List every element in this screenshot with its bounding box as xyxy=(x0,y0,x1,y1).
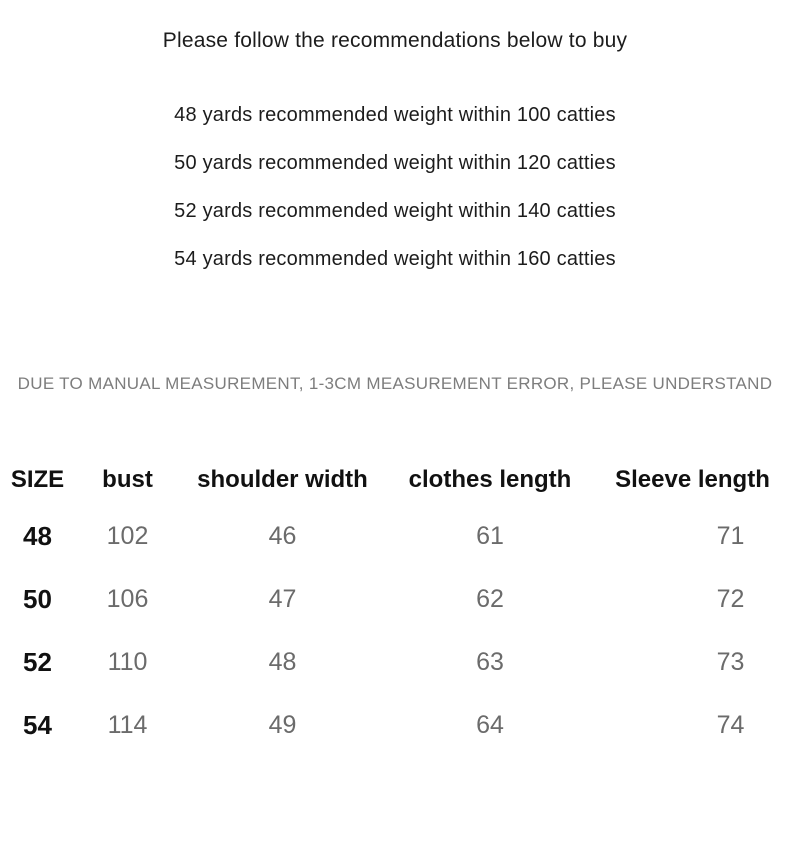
page-title: Please follow the recommendations below … xyxy=(162,29,628,52)
cell-shoulder-width: 49 xyxy=(268,711,297,739)
column-header-shoulder-width: shoulder width xyxy=(197,466,368,493)
cell-bust: 106 xyxy=(106,585,149,613)
recommendation-list: 48 yards recommended weight within 100 c… xyxy=(0,91,790,283)
cell-shoulder-width: 46 xyxy=(268,522,297,550)
column-header-sleeve-length: Sleeve length xyxy=(615,466,770,493)
measurement-disclaimer: DUE TO MANUAL MEASUREMENT, 1-3CM MEASURE… xyxy=(17,374,773,393)
column-header-size: SIZE xyxy=(10,466,65,493)
cell-size: 54 xyxy=(23,710,52,740)
cell-bust: 110 xyxy=(107,648,148,676)
cell-clothes-length: 63 xyxy=(476,648,504,676)
cell-sleeve-length: 73 xyxy=(716,648,745,676)
recommendation-line: 50 yards recommended weight within 120 c… xyxy=(174,152,616,174)
cell-clothes-length: 61 xyxy=(476,522,504,550)
recommendation-line: 48 yards recommended weight within 100 c… xyxy=(174,104,616,126)
cell-sleeve-length: 71 xyxy=(716,522,745,550)
cell-size: 52 xyxy=(23,647,52,677)
cell-size: 48 xyxy=(23,521,52,551)
cell-clothes-length: 64 xyxy=(476,711,504,739)
cell-sleeve-length: 74 xyxy=(716,711,745,739)
size-table: SIZE bust shoulder width clothes length … xyxy=(0,455,790,757)
cell-bust: 114 xyxy=(107,711,148,739)
table-row: 54 114 49 64 74 xyxy=(0,694,790,757)
recommendation-line: 54 yards recommended weight within 160 c… xyxy=(174,248,616,270)
cell-size: 50 xyxy=(23,584,52,614)
cell-bust: 102 xyxy=(106,522,149,550)
size-table-header-row: SIZE bust shoulder width clothes length … xyxy=(0,455,790,505)
table-row: 50 106 47 62 72 xyxy=(0,568,790,631)
recommendation-line: 52 yards recommended weight within 140 c… xyxy=(174,200,616,222)
table-row: 52 110 48 63 73 xyxy=(0,631,790,694)
cell-clothes-length: 62 xyxy=(476,585,504,613)
column-header-clothes-length: clothes length xyxy=(408,466,572,493)
table-row: 48 102 46 61 71 xyxy=(0,505,790,568)
column-header-bust: bust xyxy=(102,466,153,493)
cell-sleeve-length: 72 xyxy=(716,585,745,613)
cell-shoulder-width: 48 xyxy=(268,648,297,676)
cell-shoulder-width: 47 xyxy=(268,585,297,613)
